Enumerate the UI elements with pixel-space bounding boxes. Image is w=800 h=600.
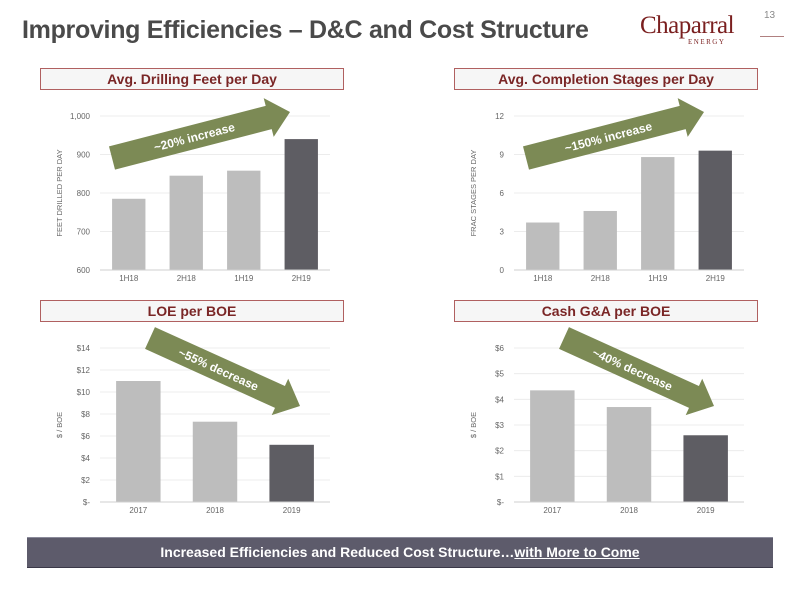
page-title: Improving Efficiencies – D&C and Cost St…: [22, 16, 589, 44]
y-tick-label: 600: [77, 266, 91, 275]
y-axis-label: FEET DRILLED PER DAY: [55, 149, 64, 236]
trend-arrow: ~150% increase: [522, 98, 705, 170]
x-tick-label: 1H18: [533, 274, 553, 283]
y-tick-label: $4: [81, 454, 90, 463]
page-number: 13: [764, 10, 776, 21]
y-tick-label: 9: [500, 151, 505, 160]
bar: [606, 407, 652, 502]
y-tick-label: 1,000: [70, 112, 91, 121]
y-tick-label: 12: [495, 112, 504, 121]
chart-title: Avg. Completion Stages per Day: [454, 68, 758, 90]
arrow-shape: [559, 327, 714, 416]
bar: [192, 421, 238, 502]
y-tick-label: 900: [77, 151, 91, 160]
y-tick-label: $10: [77, 388, 91, 397]
y-axis-label: $ / BOE: [469, 412, 478, 438]
bar: [284, 139, 318, 270]
chart-plot: 600 700 800 900 1,000 FEET DRILLED PER DAY 1H1…: [55, 98, 330, 283]
chart-plot: $- $2 $4 $6 $8 $10 $12 $14 $ / BOE 2017 2018 2019 ~5…: [55, 327, 330, 515]
y-tick-label: $6: [495, 344, 504, 353]
x-tick-label: 2017: [129, 506, 147, 515]
chart-title: Cash G&A per BOE: [454, 300, 758, 322]
x-tick-label: 2018: [206, 506, 224, 515]
x-tick-label: 1H19: [648, 274, 668, 283]
y-tick-label: 3: [500, 228, 505, 237]
y-tick-label: 0: [500, 266, 505, 275]
trend-arrow: ~55% decrease: [145, 327, 300, 416]
y-tick-label: $2: [81, 476, 90, 485]
y-tick-label: $6: [81, 432, 90, 441]
arrow-shape: [522, 98, 705, 170]
chart-drilling-feet: Avg. Drilling Feet per Day 600 700 800 900 1…: [30, 68, 390, 294]
x-tick-label: 2019: [283, 506, 301, 515]
y-tick-label: $12: [77, 366, 91, 375]
logo-wordmark: Chaparral: [640, 12, 735, 39]
footer-emphasis: with More to Come: [514, 544, 640, 560]
footer-text: Increased Efficiencies and Reduced Cost …: [160, 544, 515, 560]
chart-loe-per-boe: LOE per BOE $- $2 $4 $6 $8 $10 $12 $14 $ / BOE 20…: [30, 300, 390, 526]
y-tick-label: $4: [495, 395, 504, 404]
y-tick-label: 6: [500, 189, 505, 198]
y-tick-label: $8: [81, 410, 90, 419]
bar: [169, 175, 203, 270]
chart-plot: 0 3 6 9 12 FRAC STAGES PER DAY 1H18 2H18 1H19 2H1…: [469, 98, 744, 283]
y-axis-label: FRAC STAGES PER DAY: [469, 150, 478, 237]
y-tick-label: 800: [77, 189, 91, 198]
chart-cash-ga-per-boe: Cash G&A per BOE $- $1 $2 $3 $4 $5 $6 $ / BOE 20…: [444, 300, 800, 526]
x-tick-label: 2019: [697, 506, 715, 515]
x-tick-label: 2H19: [292, 274, 312, 283]
trend-arrow: ~20% increase: [108, 98, 291, 170]
bar: [683, 435, 728, 502]
arrow-shape: [108, 98, 291, 170]
footer-banner: Increased Efficiencies and Reduced Cost …: [27, 537, 773, 568]
y-tick-label: $3: [495, 421, 504, 430]
company-logo: Chaparral ENERGY: [640, 12, 735, 48]
y-tick-label: $5: [495, 370, 504, 379]
bar: [227, 170, 261, 270]
x-tick-label: 2017: [543, 506, 561, 515]
arrow-shape: [145, 327, 300, 416]
x-tick-label: 1H18: [119, 274, 139, 283]
bar: [641, 157, 675, 270]
bar: [526, 222, 560, 270]
x-tick-label: 2H18: [177, 274, 197, 283]
title-rule: [760, 36, 784, 37]
bar: [583, 210, 617, 270]
y-axis-label: $ / BOE: [55, 412, 64, 438]
bar: [112, 198, 146, 270]
x-tick-label: 2H19: [706, 274, 726, 283]
bar: [698, 150, 732, 270]
y-tick-label: $1: [495, 472, 504, 481]
y-tick-label: $14: [77, 344, 91, 353]
bar: [116, 381, 161, 502]
logo-subtext: ENERGY: [688, 38, 726, 46]
chart-title: Avg. Drilling Feet per Day: [40, 68, 344, 90]
y-tick-label: 700: [77, 228, 91, 237]
y-tick-label: $-: [83, 498, 90, 507]
bar: [530, 390, 575, 502]
x-tick-label: 2H18: [591, 274, 611, 283]
x-tick-label: 1H19: [234, 274, 254, 283]
chart-title: LOE per BOE: [40, 300, 344, 322]
x-tick-label: 2018: [620, 506, 638, 515]
chart-completion-stages: Avg. Completion Stages per Day 0 3 6 9 12 FRA…: [444, 68, 800, 294]
y-tick-label: $2: [495, 447, 504, 456]
y-tick-label: $-: [497, 498, 504, 507]
bar: [269, 444, 314, 502]
